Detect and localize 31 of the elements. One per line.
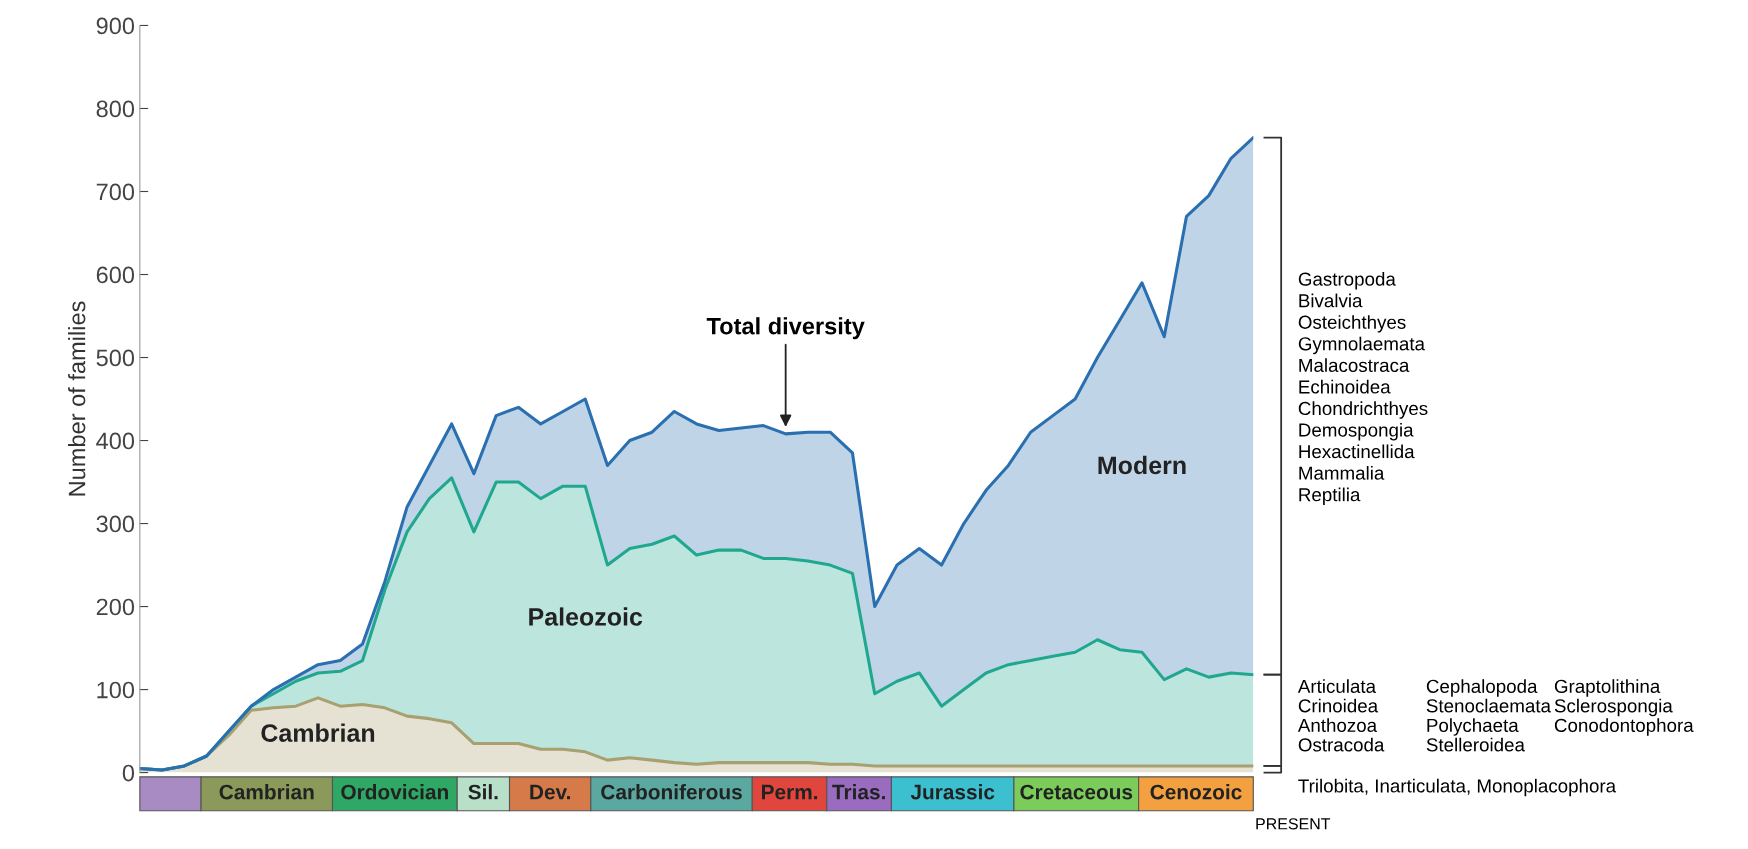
- series-label: Cambrian: [261, 723, 375, 742]
- series-label: Modern: [1098, 455, 1186, 475]
- text: Articulata Crinoidea Anthozoa Ostracoda: [1297, 679, 1385, 752]
- annotation: Total diversity: [706, 317, 865, 340]
- text: Graptolithina Sclerospongia Conodontophora: [1554, 679, 1694, 736]
- text: Cephalopoda Stenoclaemata Polychaeta Stelleroidea: [1426, 679, 1551, 752]
- text: Trias.: [832, 784, 885, 800]
- text: Perm.: [761, 784, 818, 800]
- y-tick-label: 900: [96, 17, 135, 35]
- y-tick-label: 100: [97, 681, 135, 699]
- text: Carboniferous: [601, 784, 742, 800]
- y-tick-label: 600: [96, 266, 135, 284]
- y-tick-label: 300: [96, 515, 135, 533]
- text: PRESENT: [1256, 818, 1331, 830]
- y-tick-label: 500: [96, 349, 135, 367]
- y-tick-label: 0: [122, 764, 135, 782]
- text: Dev.: [530, 784, 570, 800]
- text: Cretaceous: [1020, 784, 1133, 800]
- y-tick-label: 800: [96, 100, 135, 118]
- y-axis-title: Number of families: [68, 301, 86, 496]
- text: Cambrian: [219, 784, 314, 800]
- text: Sil.: [468, 784, 498, 800]
- text: Ordovician: [341, 784, 448, 800]
- y-tick-label: 700: [96, 183, 135, 201]
- text: Trilobita, Inarticulata, Monoplacophora: [1298, 778, 1617, 797]
- text: Jurassic: [910, 784, 995, 800]
- y-tick-label: 200: [96, 598, 135, 616]
- text: Gastropoda Bivalvia Osteichthyes Gymnolaemata Malacostraca Echinoidea Chondrichthyes Demospongia Hexactinellida Mammalia Reptilia: [1298, 272, 1428, 506]
- text: Cenozoic: [1150, 784, 1242, 800]
- y-tick-label: 400: [96, 432, 135, 450]
- series-label: Paleozoic: [529, 607, 643, 626]
